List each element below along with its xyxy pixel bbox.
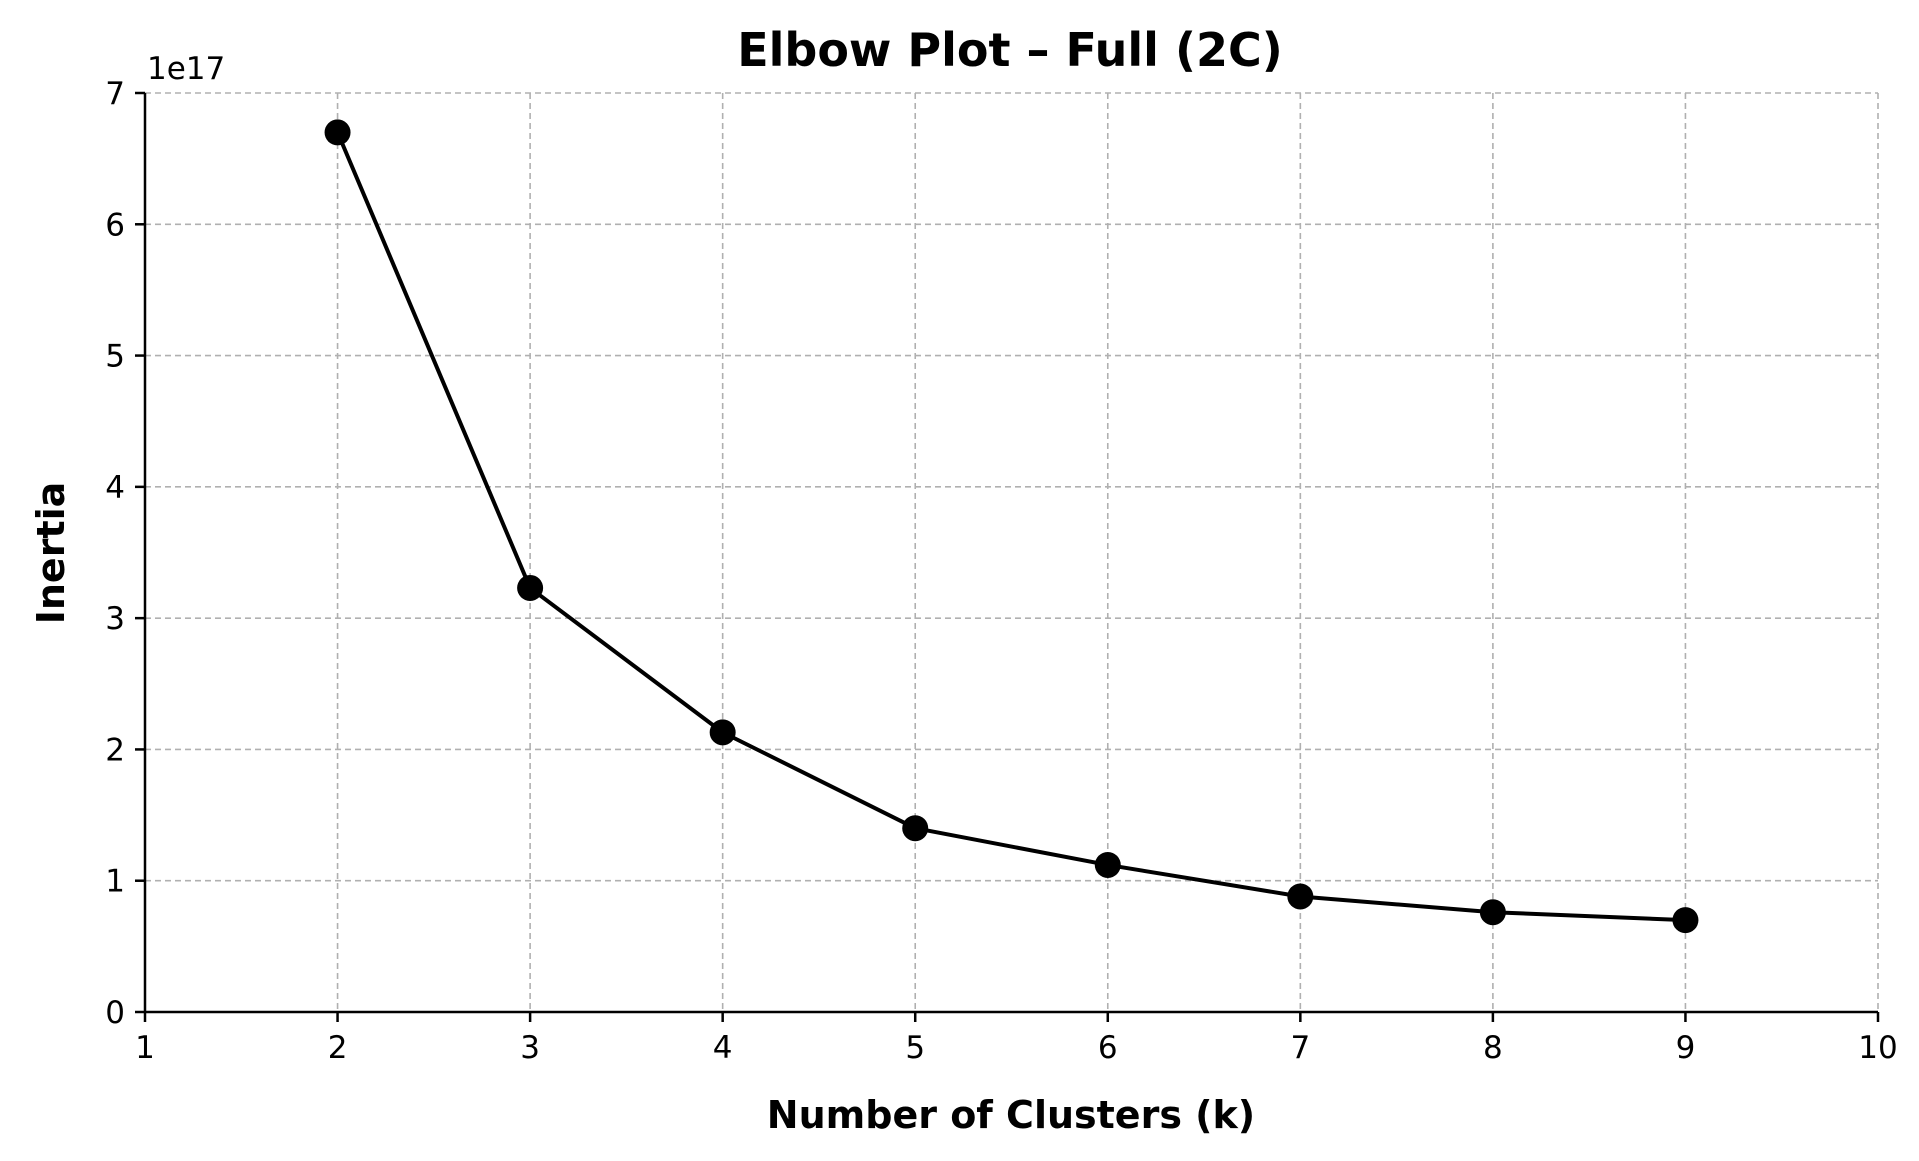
chart-title: Elbow Plot – Full (2C) — [737, 23, 1283, 77]
x-tick-label: 2 — [328, 1030, 348, 1066]
y-tick-label: 0 — [105, 995, 125, 1031]
y-tick-label: 6 — [105, 207, 125, 243]
y-tick-label: 5 — [105, 339, 125, 375]
x-tick-label: 1 — [135, 1030, 155, 1066]
x-tick-label: 7 — [1290, 1030, 1310, 1066]
data-point — [1672, 907, 1699, 934]
x-tick-label: 10 — [1858, 1030, 1897, 1066]
series-line — [335, 131, 1686, 923]
y-tick-label: 3 — [105, 601, 125, 637]
x-tick-label: 3 — [520, 1030, 540, 1066]
data-point — [517, 574, 544, 601]
x-tick-label: 5 — [905, 1030, 925, 1066]
data-point — [324, 119, 351, 146]
data-point — [1287, 883, 1314, 910]
x-tick-label: 9 — [1676, 1030, 1696, 1066]
x-tick-label: 4 — [713, 1030, 733, 1066]
x-axis-label: Number of Clusters (k) — [767, 1093, 1255, 1137]
y-tick-label: 1 — [105, 864, 125, 900]
data-point — [1479, 899, 1506, 926]
data-point — [1094, 851, 1121, 878]
y-axis-label: Inertia — [29, 482, 73, 625]
x-tick-label: 8 — [1483, 1030, 1503, 1066]
grid-lines — [144, 92, 1879, 1013]
y-tick-label: 4 — [105, 470, 125, 506]
data-point — [902, 815, 929, 842]
series — [324, 119, 1699, 934]
data-point — [709, 719, 736, 746]
y-axis-offset-label: 1e17 — [147, 51, 225, 87]
x-tick-label: 6 — [1098, 1030, 1118, 1066]
y-tick-label: 7 — [105, 76, 125, 112]
y-tick-label: 2 — [105, 732, 125, 768]
